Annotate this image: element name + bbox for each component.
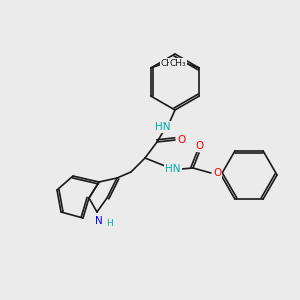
Text: N: N: [95, 216, 103, 226]
Text: CH₃: CH₃: [160, 58, 177, 68]
Text: HN: HN: [165, 164, 181, 174]
Text: O: O: [213, 168, 221, 178]
Text: O: O: [178, 135, 186, 145]
Text: O: O: [195, 141, 203, 151]
Text: H: H: [106, 220, 113, 229]
Text: CH₃: CH₃: [170, 58, 187, 68]
Text: HN: HN: [155, 122, 171, 132]
